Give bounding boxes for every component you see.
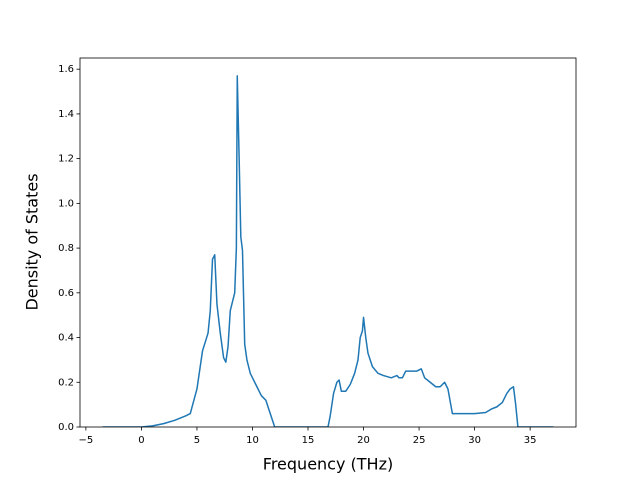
x-tick-label: 15 bbox=[302, 435, 315, 446]
y-tick-label: 0.0 bbox=[58, 422, 74, 433]
x-axis-label: Frequency (THz) bbox=[263, 455, 393, 474]
x-tick-label: −5 bbox=[79, 435, 94, 446]
x-tick-label: 0 bbox=[138, 435, 144, 446]
y-tick-label: 1.6 bbox=[58, 64, 74, 75]
y-tick-label: 0.6 bbox=[58, 288, 74, 299]
y-tick-label: 0.4 bbox=[58, 333, 74, 344]
line bbox=[102, 75, 554, 427]
x-tick-label: 25 bbox=[413, 435, 426, 446]
y-tick-label: 0.2 bbox=[58, 377, 74, 388]
y-tick-label: 1.0 bbox=[58, 198, 74, 209]
y-axis-label: Density of States bbox=[23, 173, 42, 310]
x-tick-label: 35 bbox=[524, 435, 537, 446]
y-tick-label: 1.2 bbox=[58, 154, 74, 165]
plot-frame bbox=[79, 57, 577, 428]
y-tick-label: 1.4 bbox=[58, 109, 74, 120]
x-tick-label: 30 bbox=[468, 435, 481, 446]
x-tick-label: 5 bbox=[194, 435, 200, 446]
y-tick-label: 0.8 bbox=[58, 243, 74, 254]
x-tick-label: 20 bbox=[357, 435, 370, 446]
x-tick-label: 10 bbox=[246, 435, 259, 446]
